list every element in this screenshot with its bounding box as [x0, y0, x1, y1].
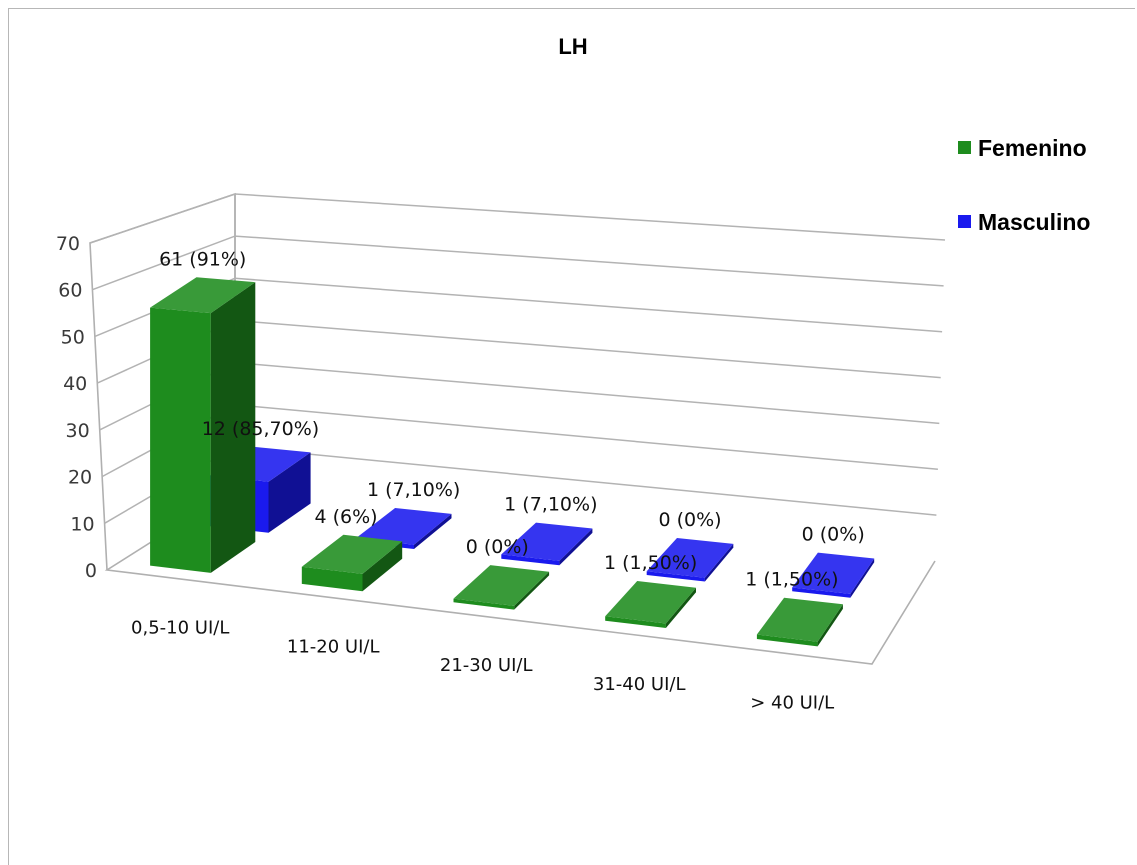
y-tick-label: 30: [66, 420, 90, 442]
y-axis-ticks: 0 10 20 30 40 50 60 70: [56, 233, 97, 582]
data-label-femenino-4: 1 (1,50%): [604, 552, 697, 574]
y-tick-label: 70: [56, 233, 80, 255]
legend-item-masculino: Masculino: [958, 209, 1090, 235]
data-label-masculino-5: 0 (0%): [802, 524, 865, 546]
data-label-masculino-4: 0 (0%): [658, 509, 721, 531]
y-tick-label: 40: [63, 373, 87, 395]
bar-femenino-3: [453, 565, 550, 610]
data-labels: 0 (0%) 0 (0%) 1 (7,10%) 1 (7,10%) 12 (85,70%…: [159, 248, 865, 590]
bar-femenino-4: [605, 581, 696, 628]
bars: [150, 277, 875, 647]
gridline: [92, 235, 944, 291]
data-label-masculino-1: 12 (85,70%): [202, 418, 320, 440]
legend-label: Femenino: [978, 135, 1087, 161]
bar-femenino-1: [150, 277, 256, 573]
chart-frame: [8, 8, 1135, 865]
data-label-femenino-2: 4 (6%): [314, 506, 377, 528]
legend-item-femenino: Femenino: [958, 135, 1087, 161]
data-label-femenino-5: 1 (1,50%): [745, 569, 838, 591]
gridline: [94, 277, 943, 338]
data-label-masculino-3: 1 (7,10%): [504, 494, 597, 516]
legend-swatch: [958, 215, 971, 228]
y-tick-label: 60: [58, 280, 82, 302]
category-label: 21-30 UI/L: [440, 655, 533, 676]
gridline: [89, 193, 946, 244]
data-label-masculino-2: 1 (7,10%): [367, 479, 460, 501]
bar-femenino-2: [301, 534, 403, 592]
bar-masculino-4: [646, 538, 734, 582]
legend-label: Masculino: [978, 209, 1090, 235]
y-tick-label: 10: [70, 513, 94, 535]
y-tick-label: 0: [85, 560, 97, 582]
data-label-femenino-3: 0 (0%): [466, 536, 529, 558]
category-labels: 0,5-10 UI/L 11-20 UI/L 21-30 UI/L 31-40 UI/…: [131, 618, 834, 714]
bar-masculino-3: [501, 522, 593, 566]
legend: Femenino Masculino: [958, 135, 1090, 235]
y-tick-label: 50: [61, 326, 85, 348]
bar-femenino-5: [756, 597, 843, 647]
category-label: 11-20 UI/L: [287, 636, 380, 657]
data-label-femenino-1: 61 (91%): [159, 248, 246, 270]
legend-swatch: [958, 141, 971, 154]
chart-title: LH: [558, 34, 587, 59]
category-label: > 40 UI/L: [750, 693, 834, 714]
bar-masculino-5: [792, 552, 875, 598]
y-tick-label: 20: [68, 467, 92, 489]
category-label: 0,5-10 UI/L: [131, 618, 229, 639]
category-label: 31-40 UI/L: [593, 674, 686, 695]
